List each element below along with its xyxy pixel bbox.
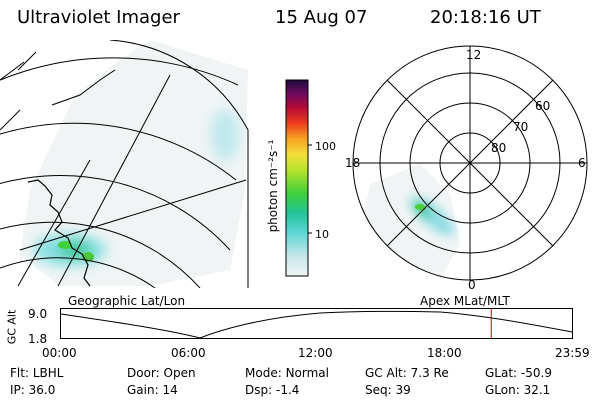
lat-label-60: 60 bbox=[535, 99, 551, 113]
geographic-map bbox=[0, 40, 249, 288]
altitude-curve bbox=[60, 310, 573, 339]
status-seq: Seq: 39 bbox=[365, 383, 411, 397]
date-readout: 15 Aug 07 bbox=[275, 7, 368, 28]
altitude-ytick-max: 9.0 bbox=[28, 307, 48, 321]
mlt-label-18: 18 bbox=[345, 156, 361, 170]
status-glat: GLat: -50.9 bbox=[485, 366, 552, 380]
time-tick-1800: 18:00 bbox=[427, 346, 462, 360]
time-readout: 20:18:16 UT bbox=[430, 7, 541, 28]
altitude-plot bbox=[60, 308, 573, 339]
status-ip: IP: 36.0 bbox=[10, 383, 56, 397]
time-tick-1200: 12:00 bbox=[298, 346, 333, 360]
time-tick-2359: 23:59 bbox=[555, 346, 590, 360]
apex-panel-label: Apex MLat/MLT bbox=[420, 294, 510, 308]
status-dsp: Dsp: -1.4 bbox=[245, 383, 300, 397]
colorbar-scale bbox=[285, 79, 309, 277]
status-mode: Mode: Normal bbox=[245, 366, 329, 380]
instrument-title: Ultraviolet Imager bbox=[17, 7, 180, 28]
lat-label-70: 70 bbox=[513, 120, 529, 134]
altitude-frame bbox=[60, 308, 573, 339]
coastline bbox=[27, 179, 91, 287]
colorbar-tick-10: 10 bbox=[315, 228, 329, 241]
status-flt: Flt: LBHL bbox=[10, 366, 64, 380]
time-tick-0000: 00:00 bbox=[42, 346, 77, 360]
colorbar-unit-label: photon cm⁻²s⁻¹ bbox=[266, 139, 280, 233]
coastline-arc bbox=[51, 69, 116, 106]
emission-patch-east bbox=[211, 109, 239, 161]
status-glon: GLon: 32.1 bbox=[485, 383, 551, 397]
mlt-label-0: 0 bbox=[468, 278, 476, 292]
altitude-axis-title: GC Alt bbox=[5, 309, 19, 345]
earth-limb bbox=[109, 40, 249, 288]
latitude-grid bbox=[0, 57, 239, 288]
status-gc-alt: GC Alt: 7.3 Re bbox=[365, 366, 449, 380]
altitude-ytick-min: 1.8 bbox=[28, 332, 48, 346]
coastline-north bbox=[0, 51, 37, 131]
apex-polar-plot bbox=[352, 45, 588, 281]
lat-label-80: 80 bbox=[491, 141, 507, 155]
time-tick-0600: 06:00 bbox=[171, 346, 206, 360]
status-gain: Gain: 14 bbox=[127, 383, 178, 397]
geo-panel-label: Geographic Lat/Lon bbox=[68, 294, 186, 308]
mlt-label-6: 6 bbox=[578, 156, 586, 170]
mlt-label-12: 12 bbox=[466, 48, 482, 62]
diffuse-glow bbox=[20, 40, 248, 286]
colorbar bbox=[285, 79, 312, 277]
polar-grid bbox=[352, 45, 588, 281]
polar-peak bbox=[415, 204, 425, 210]
emission-peak-1 bbox=[58, 241, 72, 249]
status-door: Door: Open bbox=[127, 366, 196, 380]
colorbar-tick-100: 100 bbox=[315, 140, 336, 153]
